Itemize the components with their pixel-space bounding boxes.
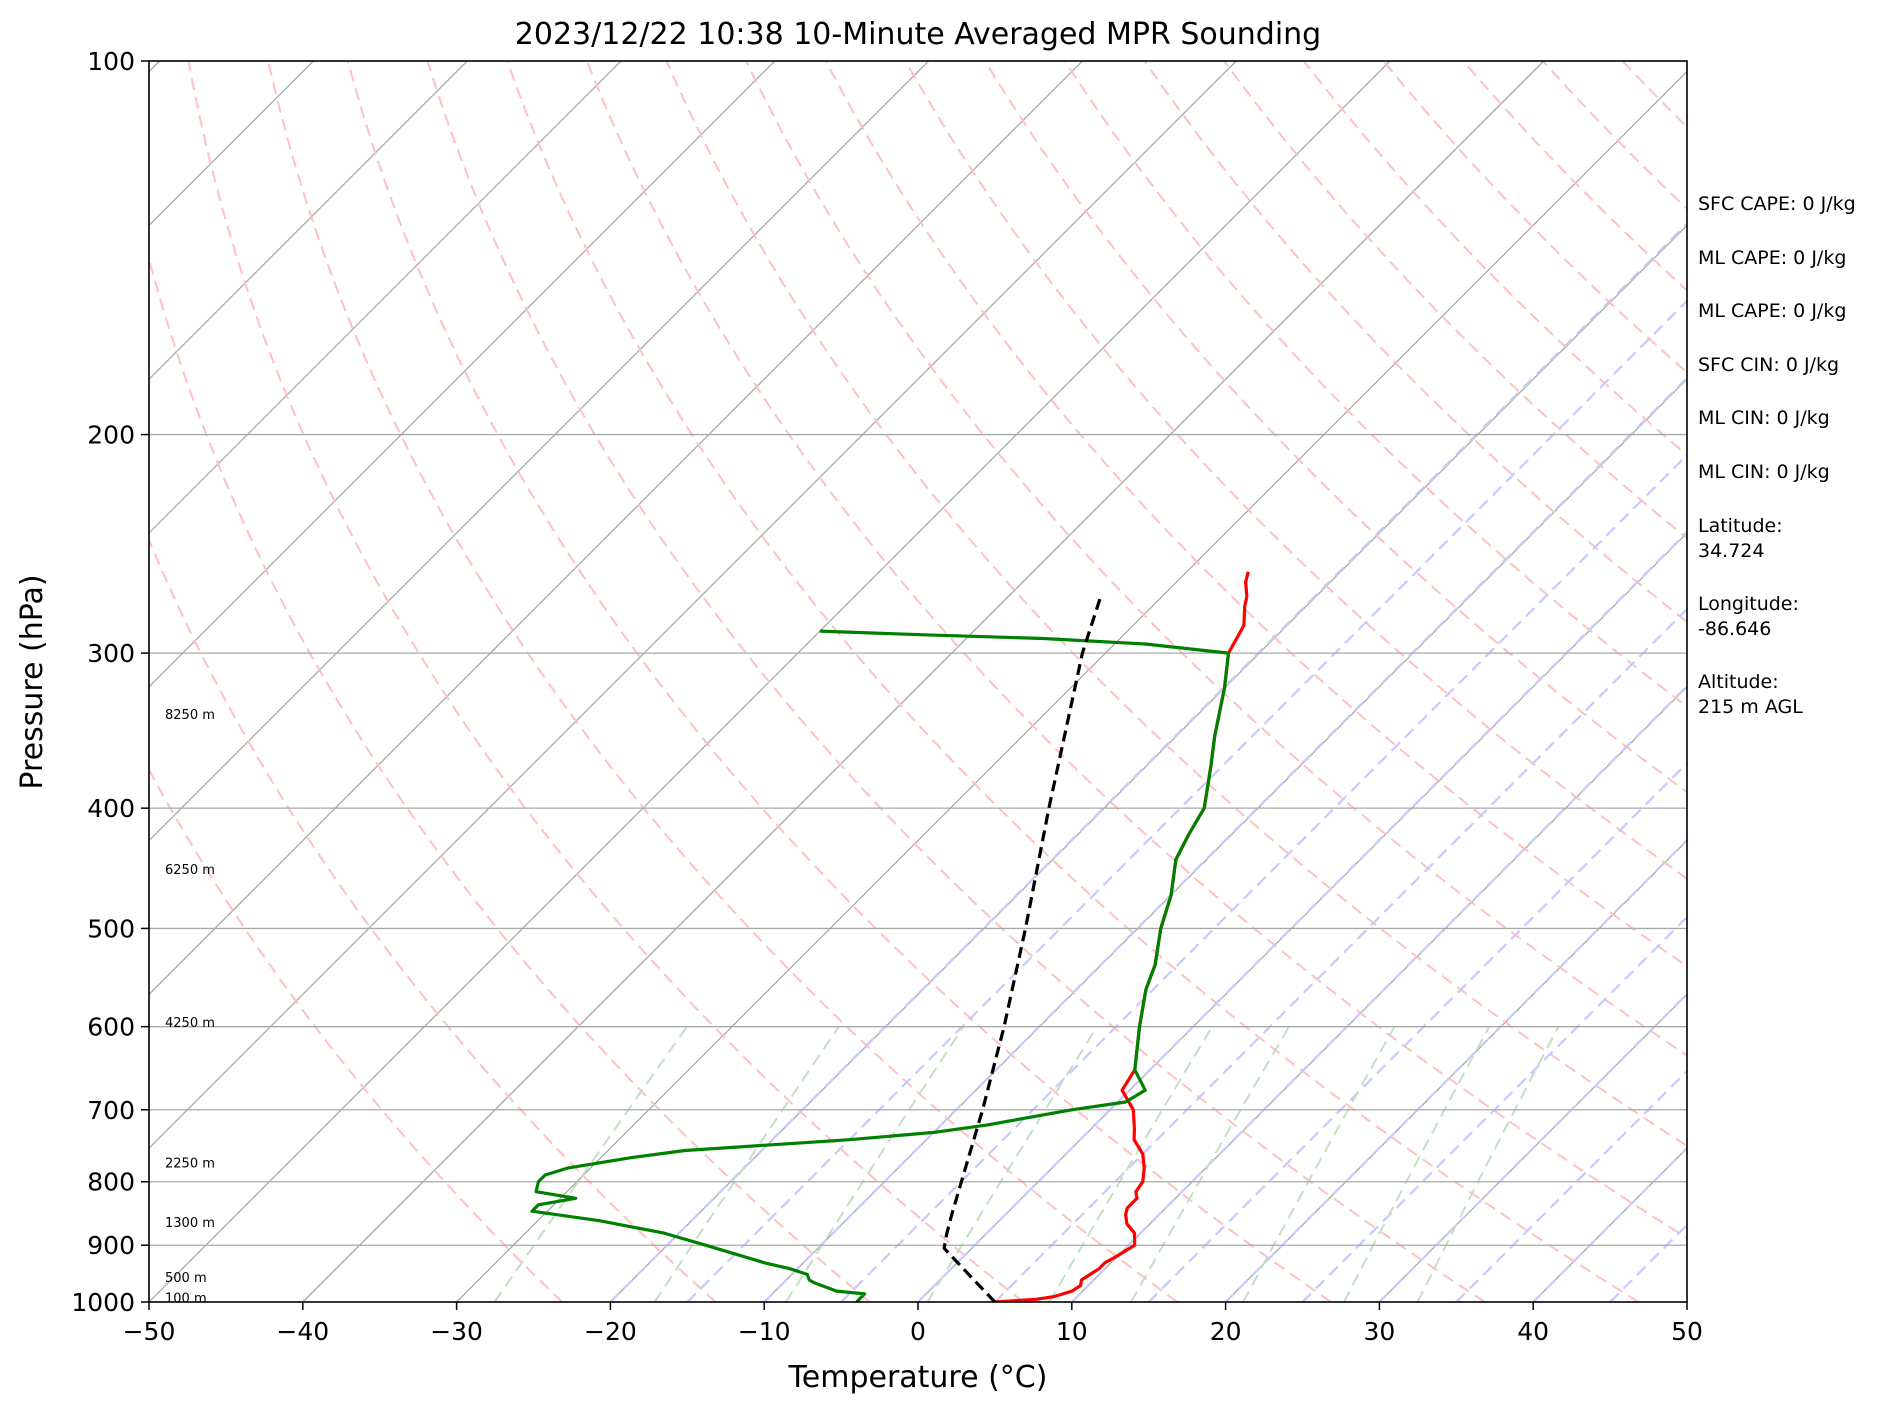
y-tick-label: 600 — [87, 1013, 135, 1042]
x-axis-label: Temperature (°C) — [788, 1360, 1048, 1395]
height-label: 1300 m — [165, 1216, 215, 1231]
stats-panel: SFC CAPE: 0 J/kg ML CAPE: 0 J/kg ML CAPE… — [1698, 193, 1856, 718]
moist-adiabat — [609, 222, 1687, 1302]
altitude-label: Altitude: — [1698, 671, 1779, 693]
isotherm — [149, 61, 468, 381]
mixing-ratio-line — [1343, 1026, 1491, 1302]
dry-adiabat — [346, 61, 1332, 1302]
background-lines — [149, 61, 1687, 1302]
x-tick-label: 0 — [910, 1317, 926, 1346]
x-axis-ticks: −50 −40 −30 −20 −10 0 10 20 30 40 50 — [123, 1302, 1703, 1346]
y-tick-label: 800 — [87, 1168, 135, 1197]
y-tick-label: 900 — [87, 1231, 135, 1260]
moist-adiabat — [763, 376, 1687, 1302]
height-label: 100 m — [165, 1292, 207, 1307]
stat-sfc-cin: SFC CIN: 0 J/kg — [1698, 354, 1839, 376]
moist-adiabat — [686, 299, 1687, 1302]
x-tick-label: 40 — [1517, 1317, 1549, 1346]
mixing-ratio-line — [1416, 1026, 1560, 1302]
dry-adiabat — [149, 255, 871, 1302]
x-tick-label: −10 — [738, 1317, 791, 1346]
latitude-label: Latitude: — [1698, 515, 1783, 537]
latitude-value: 34.724 — [1698, 540, 1764, 562]
dry-adiabat — [1223, 61, 1687, 540]
dry-adiabat — [149, 537, 717, 1302]
y-tick-label: 1000 — [71, 1288, 135, 1317]
sounding-series — [530, 571, 1250, 1302]
moist-adiabat — [917, 530, 1687, 1302]
mixing-ratio-line — [653, 1026, 840, 1302]
moist-adiabat — [1071, 684, 1687, 1302]
isotherm — [149, 61, 622, 534]
stat-ml-cin: ML CIN: 0 J/kg — [1698, 407, 1830, 429]
y-tick-label: 500 — [87, 914, 135, 943]
height-label: 2250 m — [165, 1157, 215, 1172]
mixing-ratio-line — [1048, 1026, 1214, 1302]
longitude-value: -86.646 — [1698, 618, 1771, 640]
x-tick-label: −30 — [430, 1317, 483, 1346]
x-tick-label: −20 — [584, 1317, 637, 1346]
x-tick-label: −40 — [276, 1317, 329, 1346]
y-tick-label: 300 — [87, 639, 135, 668]
isotherm — [149, 61, 1237, 1150]
dry-adiabat — [1063, 61, 1687, 708]
dry-adiabat — [187, 61, 1025, 1302]
moist-adiabat — [1224, 838, 1687, 1302]
moist-adiabat — [1147, 761, 1687, 1302]
moist-adiabat — [1532, 1146, 1687, 1302]
moist-adiabat — [840, 453, 1687, 1302]
mixing-ratio-line — [1242, 1026, 1396, 1302]
moist-adiabat — [994, 607, 1687, 1302]
isotherm — [302, 61, 1545, 1302]
pressure-gridlines — [149, 433, 1687, 1246]
stat-ml-cape-2: ML CAPE: 0 J/kg — [1698, 300, 1846, 322]
height-label: 500 m — [165, 1271, 207, 1286]
y-axis-label: Pressure (hPa) — [15, 574, 50, 789]
isotherm — [149, 61, 776, 688]
stat-ml-cape: ML CAPE: 0 J/kg — [1698, 247, 1846, 269]
x-tick-label: 30 — [1363, 1317, 1395, 1346]
height-label: 4250 m — [165, 1016, 215, 1031]
chart-title: 2023/12/22 10:38 10-Minute Averaged MPR … — [515, 17, 1321, 52]
x-tick-label: 20 — [1210, 1317, 1242, 1346]
mixing-ratio-line — [1130, 1026, 1290, 1302]
height-label: 8250 m — [165, 708, 215, 723]
x-tick-label: 50 — [1671, 1317, 1703, 1346]
y-tick-label: 400 — [87, 794, 135, 823]
dry-adiabat — [904, 61, 1687, 880]
dewpoint-line — [530, 629, 1231, 1302]
dry-adiabat — [745, 61, 1687, 1057]
isotherm — [149, 61, 930, 842]
moist-adiabat — [1455, 1069, 1687, 1302]
moist-adiabat — [1378, 992, 1687, 1302]
height-label: 6250 m — [165, 863, 215, 878]
dry-adiabat — [1303, 61, 1687, 457]
mixing-ratio-line — [926, 1026, 1098, 1302]
x-tick-label: 10 — [1056, 1317, 1088, 1346]
parcel-profile-line — [942, 595, 1103, 1302]
height-labels: 100 m 500 m 1300 m 2250 m 4250 m 6250 m 8250 m — [165, 708, 215, 1306]
dry-adiabat — [665, 61, 1687, 1148]
dry-adiabat — [1143, 61, 1687, 624]
altitude-value: 215 m AGL — [1698, 696, 1803, 718]
stat-sfc-cape: SFC CAPE: 0 J/kg — [1698, 193, 1856, 215]
y-axis-ticks: 100 200 300 400 500 600 700 800 900 1000 — [71, 47, 149, 1317]
dry-adiabat — [426, 61, 1486, 1302]
y-tick-label: 100 — [87, 47, 135, 76]
dry-adiabat — [267, 61, 1178, 1302]
y-tick-label: 200 — [87, 421, 135, 450]
y-tick-label: 700 — [87, 1096, 135, 1125]
longitude-label: Longitude: — [1698, 593, 1799, 615]
dry-adiabat — [585, 61, 1687, 1240]
x-tick-label: −50 — [123, 1317, 176, 1346]
isotherm — [149, 61, 1083, 996]
mixing-ratio-line — [785, 1026, 965, 1302]
dry-adiabat — [506, 61, 1640, 1302]
stat-ml-cin-2: ML CIN: 0 J/kg — [1698, 461, 1830, 483]
dry-adiabat — [824, 61, 1687, 968]
